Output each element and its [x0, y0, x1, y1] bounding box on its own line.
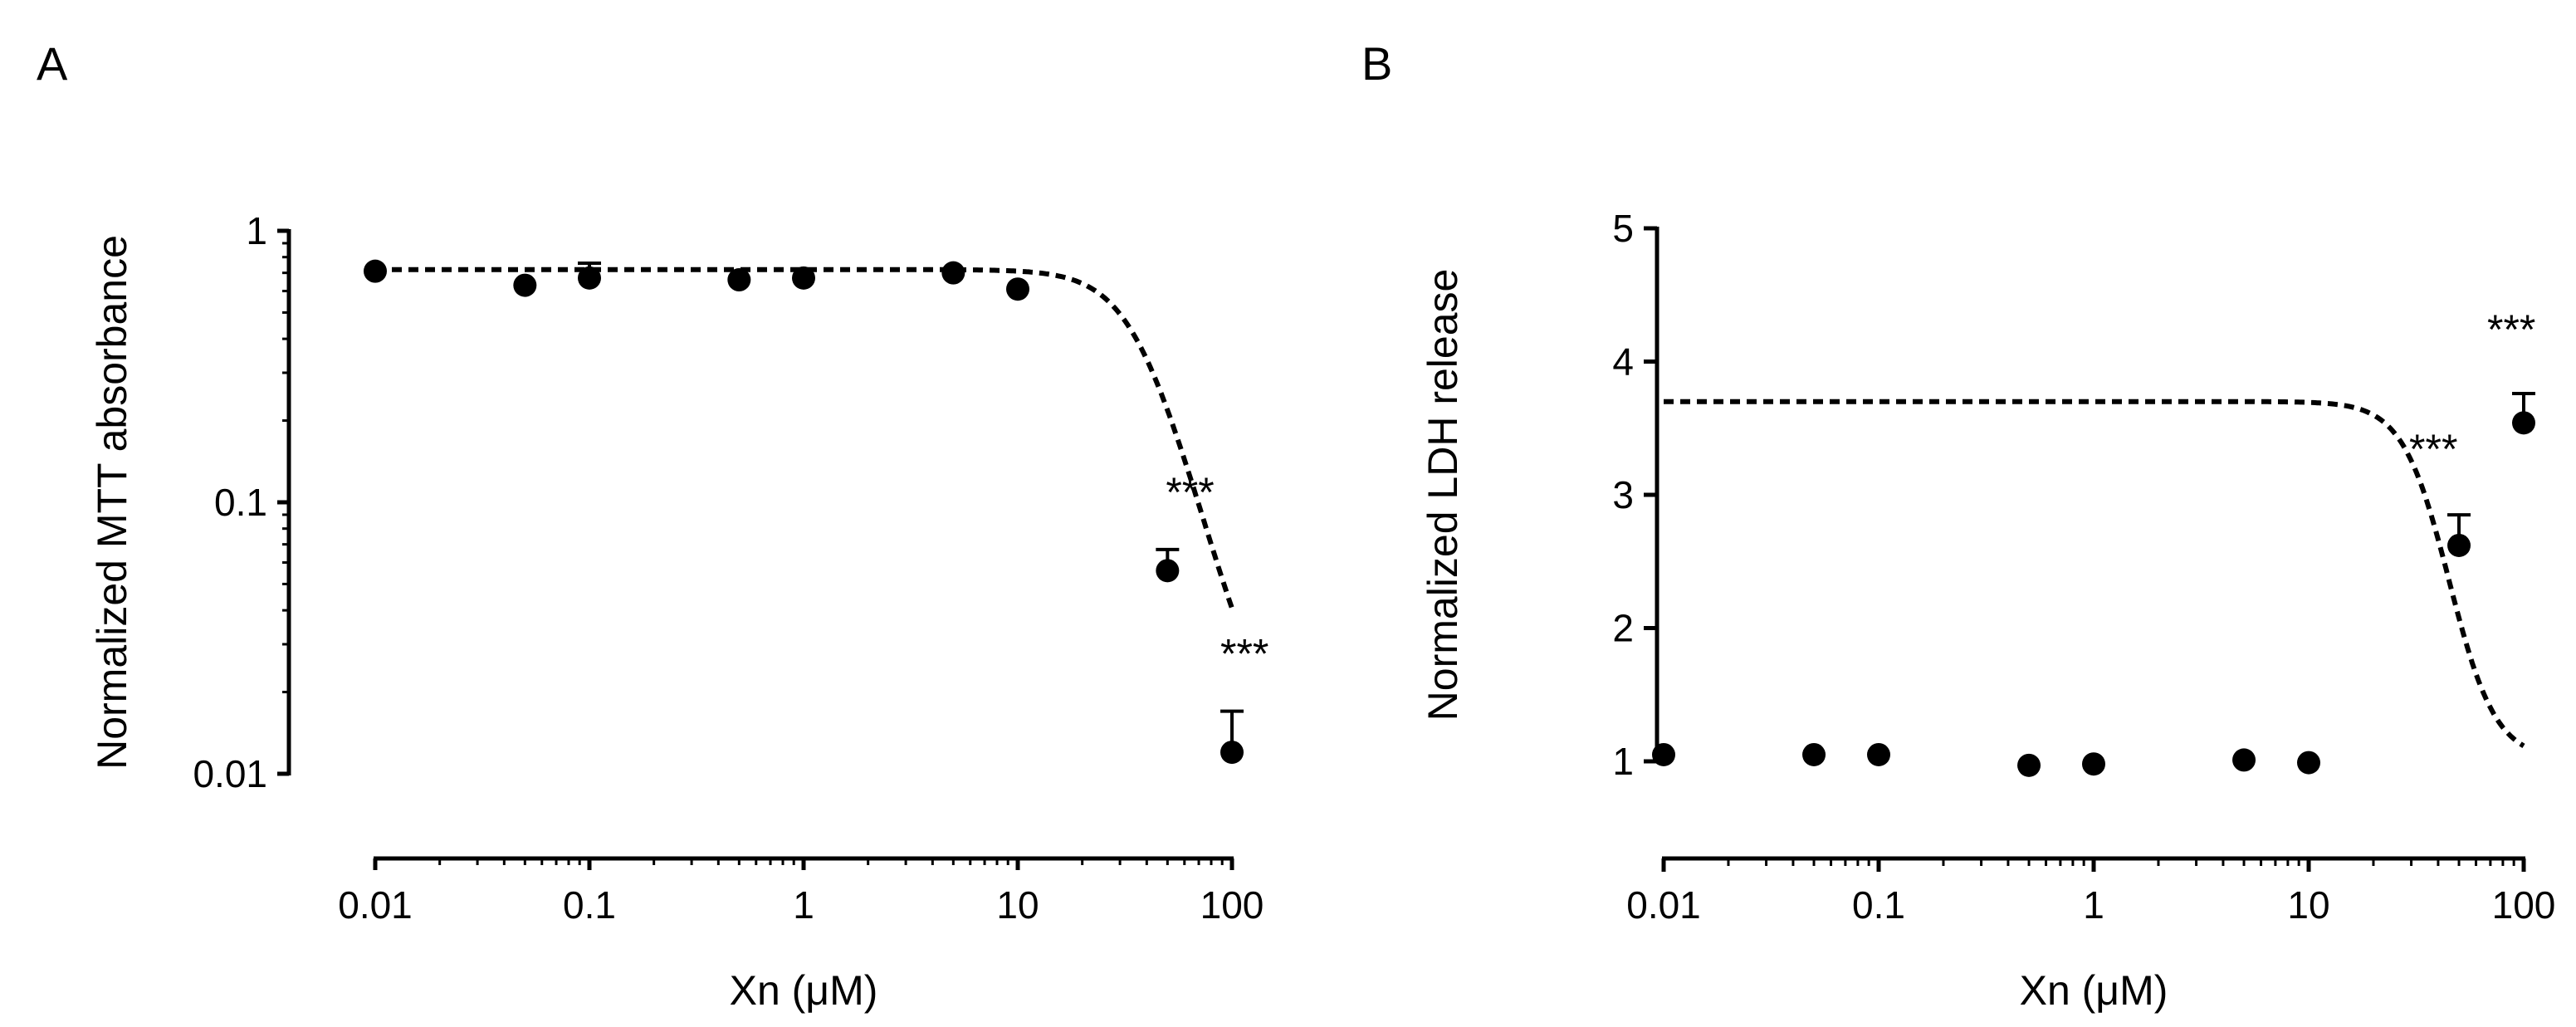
data-point [2017, 753, 2041, 777]
y-tick-label: 5 [1612, 207, 1634, 250]
chart-panel-b: 1 2 3 4 5 Normalized LDH release 0.01 0.1 1 10 100… [1420, 207, 2555, 1014]
significance-label: *** [2409, 426, 2457, 472]
data-point [2297, 751, 2320, 775]
y-tick-label: 1 [1612, 740, 1634, 783]
data-point [513, 273, 537, 297]
data-point [364, 259, 387, 283]
y-axis-title: Normalized MTT absorbance [89, 235, 135, 770]
x-tick-label: 10 [996, 883, 1039, 927]
data-point [1867, 742, 1890, 766]
x-tick-label: 0.01 [338, 883, 413, 927]
data-point [1156, 559, 1180, 583]
x-tick-label: 100 [1200, 883, 1264, 927]
y-tick-label: 1 [246, 209, 267, 252]
significance-label: *** [2487, 306, 2535, 353]
fit-curve [375, 267, 1234, 609]
x-tick-label: 0.1 [1852, 883, 1905, 927]
data-point [2232, 748, 2256, 772]
panel-label-a: A [37, 37, 68, 90]
data-point [727, 268, 751, 292]
data-point [1006, 277, 1029, 301]
x-tick-label: 1 [2083, 883, 2104, 927]
y-tick-label: 0.1 [214, 481, 267, 524]
x-tick-label: 0.1 [563, 883, 616, 927]
data-point [1652, 742, 1675, 766]
data-point [2512, 411, 2535, 435]
significance-label: *** [1166, 469, 1214, 516]
data-point [2082, 752, 2105, 776]
significance-label: *** [1220, 631, 1268, 677]
data-point [578, 266, 601, 290]
y-tick-label: 0.01 [193, 752, 267, 795]
data-point [941, 261, 965, 285]
x-tick-label: 10 [2287, 883, 2329, 927]
y-tick-label: 2 [1612, 607, 1634, 650]
chart-panel-a: 0.01 0.1 1 Normalized MTT absorbance 0.01 0.1… [89, 209, 1268, 1014]
data-point [792, 266, 815, 290]
x-tick-label: 100 [2492, 883, 2556, 927]
y-tick-label: 4 [1612, 340, 1634, 384]
y-axis-title: Normalized LDH release [1420, 269, 1466, 721]
x-axis-title: Xn (μM) [2020, 967, 2168, 1014]
panel-label-b: B [1361, 37, 1392, 90]
data-point [1802, 742, 1826, 766]
x-tick-label: 1 [793, 883, 814, 927]
x-tick-label: 0.01 [1626, 883, 1701, 927]
data-point [2447, 533, 2471, 557]
fit-curve [1664, 399, 2525, 748]
x-axis-title: Xn (μM) [730, 967, 878, 1014]
y-tick-label: 3 [1612, 473, 1634, 516]
data-point [1220, 741, 1244, 765]
